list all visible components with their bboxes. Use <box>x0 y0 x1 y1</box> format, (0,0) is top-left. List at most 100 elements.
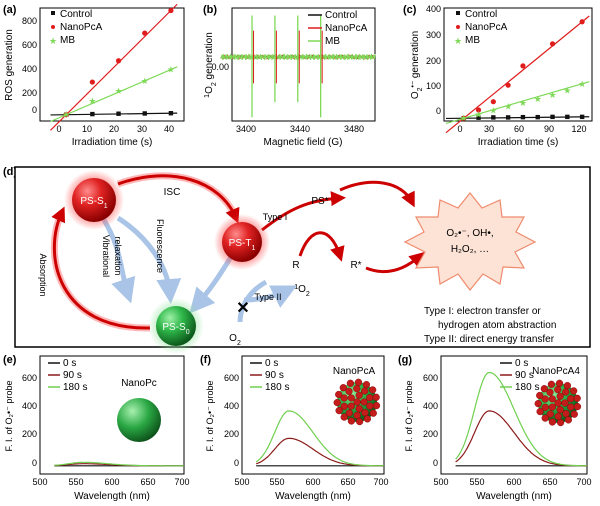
panel-a-xlabel: Irradiation time (s) <box>72 137 153 148</box>
y-tick: 300 <box>426 30 441 40</box>
data-point-mb: ★ <box>548 90 556 100</box>
nanopca4-surface-dot <box>534 400 542 408</box>
nanopca4-surface-dot <box>556 406 564 414</box>
nanopca4-surface-dot <box>536 408 544 416</box>
panel-g-label: (g) <box>398 354 412 366</box>
data-point-mb: ★ <box>141 76 149 86</box>
type1-to-ps-star-arrow <box>261 191 346 232</box>
spectrum-180s <box>54 461 184 467</box>
nanopca4-surface-dot <box>554 399 562 407</box>
nanopca4-surface-dot <box>554 386 562 394</box>
x-tick: 60 <box>514 124 524 134</box>
x-tick: 700 <box>576 477 591 487</box>
data-point-control <box>535 114 540 120</box>
nanopca-surface-dot <box>372 393 380 401</box>
x-tick: 3440 <box>290 124 310 134</box>
nanopca-surface-dot <box>335 407 343 415</box>
nanopca-surface-dot <box>363 415 372 423</box>
fit-line-nanopca <box>445 15 590 134</box>
x-tick: 90 <box>544 124 554 134</box>
nanopca-surface-dot <box>340 394 348 402</box>
nanopca4-surface-dot <box>570 387 578 395</box>
panel-b-yticks: 0.00 <box>211 62 229 72</box>
x-tick: 550 <box>469 477 484 487</box>
absorption-label: Absorption <box>38 253 48 296</box>
x-tick: 600 <box>506 477 521 487</box>
panel-a-legend: Control NanoPcA ★ MB <box>49 9 103 46</box>
legend-mb: MB <box>60 35 75 46</box>
panel-c-xticks: 0 30 60 90 120 <box>457 124 586 134</box>
ground-oxygen-label: O2 <box>229 333 241 347</box>
nanopca-surface-dot <box>345 409 353 417</box>
legend-90s: 90 s <box>515 370 534 381</box>
legend-marker-nanopca <box>456 25 460 29</box>
panel-c-plot: ★ ★ ★ ★ ★ ★ ★ ★ ★ <box>445 15 590 134</box>
nanopca-surface-dot <box>362 381 371 389</box>
legend-180s: 180 s <box>63 382 87 393</box>
panel-f-xticks: 500 550 600 650 700 <box>234 477 388 487</box>
x-tick: 550 <box>68 477 83 487</box>
panel-a: (a) ★★★★★ 800 600 400 200 0 0 10 20 30 4… <box>3 3 185 148</box>
nanopca-surface-dot <box>353 385 361 393</box>
panel-f-frame <box>241 355 385 475</box>
nanopca-surface-dot <box>360 398 368 406</box>
data-point-nanopca <box>490 99 496 105</box>
legend-mb: MB <box>325 36 340 47</box>
nanopca-particle <box>333 378 381 426</box>
fluorescence-label: Fluorescence <box>155 219 165 273</box>
panel-c-xlabel: Irradiation time (s) <box>478 137 559 148</box>
y-tick: 0 <box>32 105 37 115</box>
data-point-mb: ★ <box>460 113 468 123</box>
panel-a-yticks: 800 600 400 200 0 <box>22 16 37 115</box>
panel-f-plot <box>255 410 384 467</box>
panel-g-xticks: 500 550 600 650 700 <box>433 477 591 487</box>
panel-c-yticks: 400 300 200 100 0 <box>426 4 441 116</box>
nanopca-surface-dot <box>347 394 355 402</box>
nanopc-particle <box>117 398 161 442</box>
panel-e: (e) 600 400 200 0 500 550 600 650 700 Wa… <box>3 354 190 502</box>
data-point-nanopca <box>168 7 174 14</box>
legend-marker-nanopca <box>51 25 55 29</box>
nanopca4-surface-dot <box>567 395 575 403</box>
panel-e-xticks: 500 550 600 650 700 <box>32 477 189 487</box>
fluorescence-arrow <box>116 215 182 304</box>
vibrational-relaxation-arrow <box>101 218 136 304</box>
panel-c-ylabel: O2•− generation <box>410 31 424 99</box>
panel-b-label: (b) <box>203 4 217 16</box>
panel-g-ylabel: F. I. of O₂•⁻ probe <box>404 381 414 452</box>
panel-f-sample-name: NanoPcA <box>333 366 376 377</box>
nanopca4-surface-dot <box>548 418 557 426</box>
nanopca-surface-dot <box>361 409 369 417</box>
r-star-label: R* <box>350 260 361 271</box>
data-point-nanopca <box>549 41 556 47</box>
nanopca4-surface-dot <box>562 388 570 396</box>
x-tick: 40 <box>164 124 174 134</box>
legend-0s: 0 s <box>265 358 278 369</box>
data-point-mb: ★ <box>167 65 175 75</box>
fit-line-mb <box>50 66 178 123</box>
nanopca4-surface-dot <box>541 414 549 422</box>
nanopca4-surface-dot <box>541 403 549 411</box>
x-tick: 500 <box>234 477 249 487</box>
y-tick: 200 <box>426 56 441 66</box>
y-tick: 200 <box>224 429 239 439</box>
y-tick: 400 <box>22 401 37 411</box>
ps-star-label: PS* <box>311 196 328 207</box>
data-point-nanopca <box>115 58 122 64</box>
nanopca4-surface-dot <box>546 388 554 396</box>
x-tick: 500 <box>32 477 47 487</box>
data-point-nanopca <box>142 30 148 36</box>
nanopca-surface-dot <box>345 387 353 395</box>
nanopca4-surface-dot <box>548 403 556 411</box>
y-tick: 600 <box>224 373 239 383</box>
data-point-mb: ★ <box>578 79 586 89</box>
panel-b-frame <box>231 7 376 122</box>
x-tick: 0 <box>56 124 61 134</box>
nanopca4-surface-dot <box>554 412 562 421</box>
x-tick: 700 <box>174 477 189 487</box>
data-point-control <box>505 115 511 120</box>
nanopca-surface-dot <box>355 391 363 399</box>
spectrum-180s <box>255 410 384 467</box>
y-tick: 200 <box>423 429 438 439</box>
nanopca4-surface-dot <box>564 416 573 424</box>
